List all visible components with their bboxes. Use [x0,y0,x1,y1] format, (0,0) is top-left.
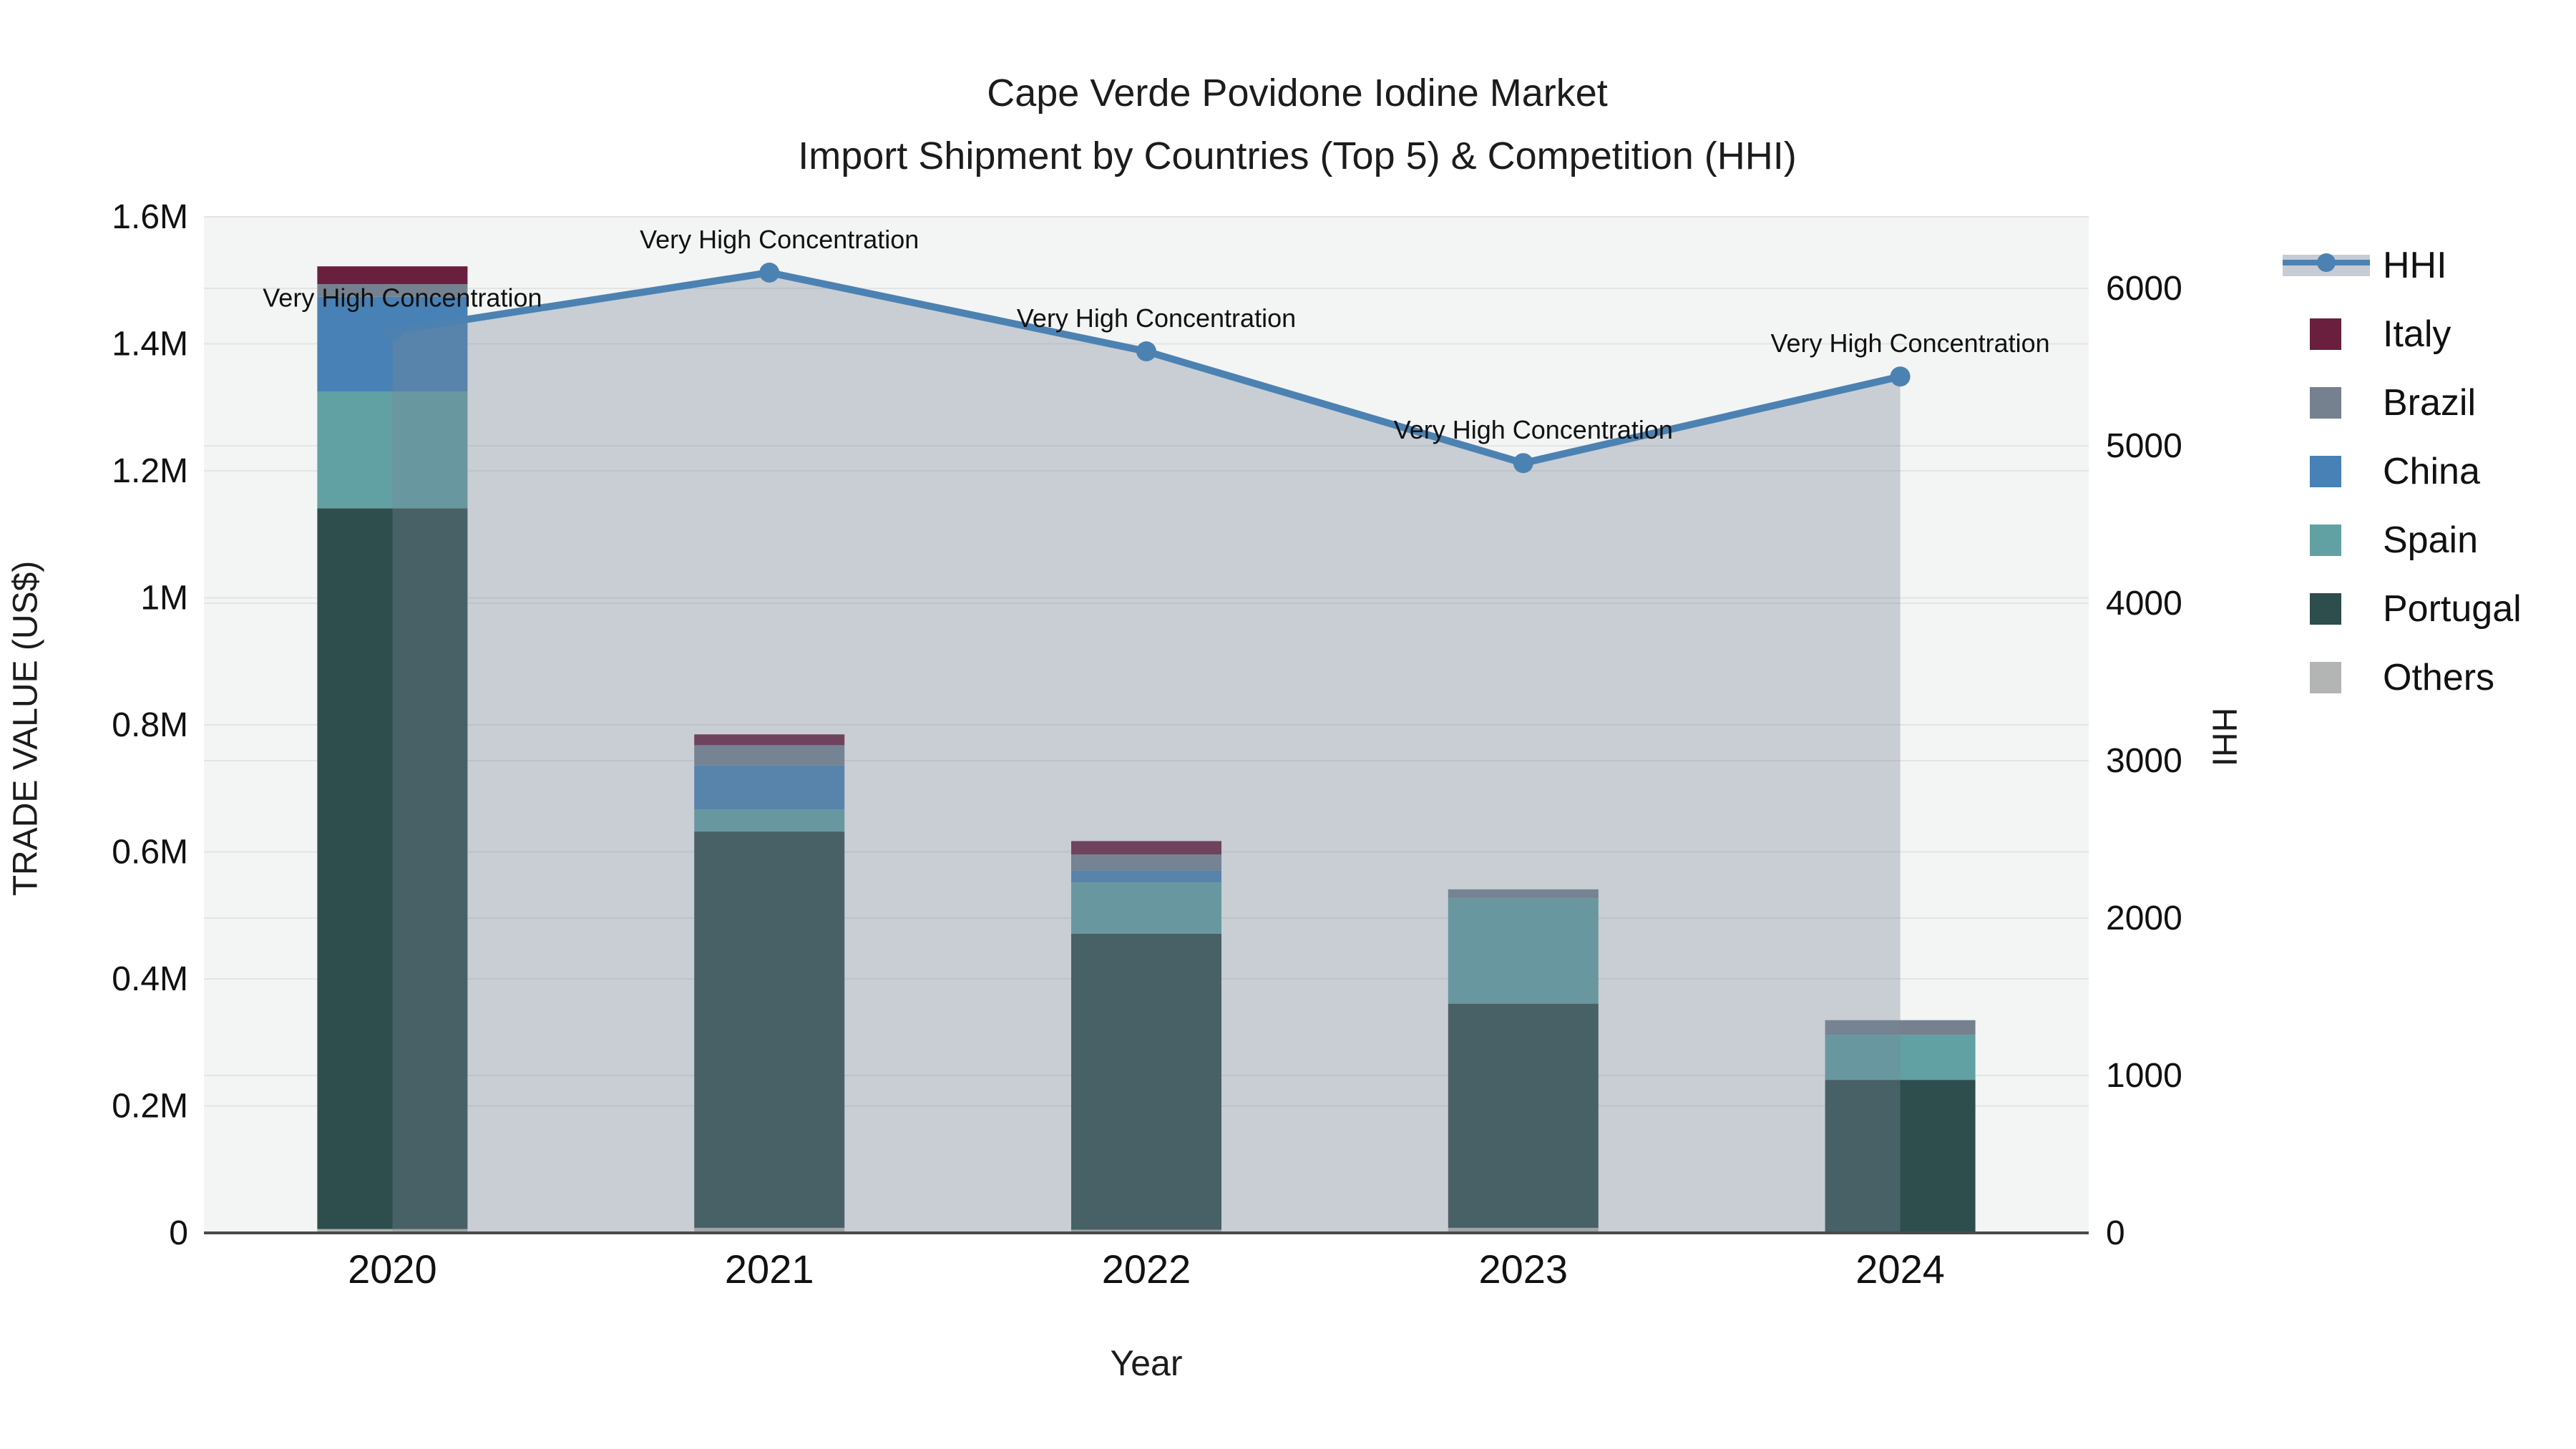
legend-item-label: Brazil [2383,382,2476,424]
legend-item-label: Others [2383,657,2494,698]
bar-segment-brazil-2021[interactable] [694,745,845,766]
legend-hhi-marker-icon [2317,253,2336,272]
bar-segment-portugal-2021[interactable] [694,831,845,1228]
bar-segment-china-2020[interactable] [317,296,468,392]
bar-segment-spain-2021[interactable] [694,809,845,832]
y-left-tick-label: 1.2M [112,452,188,490]
annotation-2022: Very High Concentration [1017,303,1296,333]
bar-segment-others-2021[interactable] [694,1227,845,1233]
annotation-2020: Very High Concentration [263,283,542,312]
bar-segment-brazil-2024[interactable] [1825,1020,1976,1035]
legend-swatch-icon [2310,662,2341,693]
hhi-marker-2022[interactable] [1136,341,1156,361]
x-tick-label-2023: 2023 [1479,1246,1568,1292]
bar-segment-italy-2020[interactable] [317,266,468,285]
chart-subtitle: Import Shipment by Countries (Top 5) & C… [798,135,1797,177]
legend-item-label: Spain [2383,519,2478,561]
legend-swatch-icon [2310,387,2341,419]
y-left-tick-label: 1.4M [112,326,188,364]
hhi-marker-2024[interactable] [1890,366,1911,387]
y-left-axis-title: TRADE VALUE (US$) [6,560,45,897]
bar-segment-brazil-2023[interactable] [1448,889,1599,899]
y-right-tick-label: 6000 [2106,270,2182,308]
y-left-tick-label: 0.8M [112,706,188,744]
legend-item-italy[interactable]: Italy [2310,313,2451,355]
y-right-tick-label: 5000 [2106,427,2182,465]
legend-item-portugal[interactable]: Portugal [2310,588,2522,630]
y-right-tick-label: 1000 [2106,1057,2182,1095]
y-right-tick-label: 2000 [2106,899,2182,937]
annotation-2023: Very High Concentration [1394,415,1673,444]
bar-segment-italy-2021[interactable] [694,734,845,746]
legend-swatch-icon [2310,318,2341,350]
legend-item-label: China [2383,451,2480,492]
legend-item-hhi[interactable]: HHI [2283,245,2447,286]
hhi-marker-2023[interactable] [1513,453,1533,474]
y-left-tick-label: 1M [140,580,188,618]
legend-item-label: HHI [2383,245,2447,286]
legend-item-label: Portugal [2383,588,2522,630]
bar-segment-china-2022[interactable] [1071,870,1221,883]
x-tick-label-2022: 2022 [1102,1246,1191,1292]
legend-swatch-icon [2310,456,2341,487]
bar-segment-others-2020[interactable] [317,1229,468,1233]
y-left-tick-label: 0.2M [112,1088,188,1126]
bar-segment-spain-2020[interactable] [317,391,468,509]
y-right-tick-label: 0 [2106,1214,2125,1252]
bar-segment-portugal-2023[interactable] [1448,1003,1599,1228]
bar-segment-portugal-2020[interactable] [317,508,468,1229]
legend-item-others[interactable]: Others [2310,657,2494,698]
y-right-tick-label: 3000 [2106,742,2182,780]
legend-item-spain[interactable]: Spain [2310,519,2478,561]
annotation-2024: Very High Concentration [1770,328,2049,358]
bar-segment-spain-2024[interactable] [1825,1035,1976,1080]
legend-item-china[interactable]: China [2310,451,2480,492]
y-right-axis-title: HHI [2205,707,2243,767]
legend-swatch-icon [2310,593,2341,625]
bar-segment-spain-2023[interactable] [1448,898,1599,1004]
legend-item-label: Italy [2383,313,2451,355]
bar-segment-others-2022[interactable] [1071,1229,1221,1233]
legend-item-brazil[interactable]: Brazil [2310,382,2476,424]
x-tick-label-2020: 2020 [348,1246,437,1292]
chart-title: Cape Verde Povidone Iodine Market [987,72,1608,114]
bar-segment-italy-2022[interactable] [1071,841,1221,855]
x-tick-label-2021: 2021 [725,1246,814,1292]
bar-segment-brazil-2020[interactable] [317,284,468,297]
bar-segment-china-2021[interactable] [694,765,845,810]
x-tick-label-2024: 2024 [1855,1246,1945,1292]
y-left-tick-label: 1.6M [112,198,188,236]
annotation-2021: Very High Concentration [640,225,919,254]
y-right-tick-label: 4000 [2106,585,2182,623]
legend-swatch-icon [2310,525,2341,556]
bar-segment-spain-2022[interactable] [1071,882,1221,934]
bar-segment-portugal-2022[interactable] [1071,933,1221,1230]
hhi-marker-2021[interactable] [759,263,780,283]
bar-segment-brazil-2022[interactable] [1071,854,1221,871]
bar-segment-others-2023[interactable] [1448,1227,1599,1233]
y-left-tick-label: 0.4M [112,960,188,998]
y-left-tick-label: 0.6M [112,834,188,872]
y-left-tick-label: 0 [169,1214,188,1252]
bar-segment-portugal-2024[interactable] [1825,1080,1976,1233]
hhi-marker-2020[interactable] [382,321,403,341]
hhi-area [392,273,1901,1233]
x-axis-title: Year [1110,1343,1183,1383]
